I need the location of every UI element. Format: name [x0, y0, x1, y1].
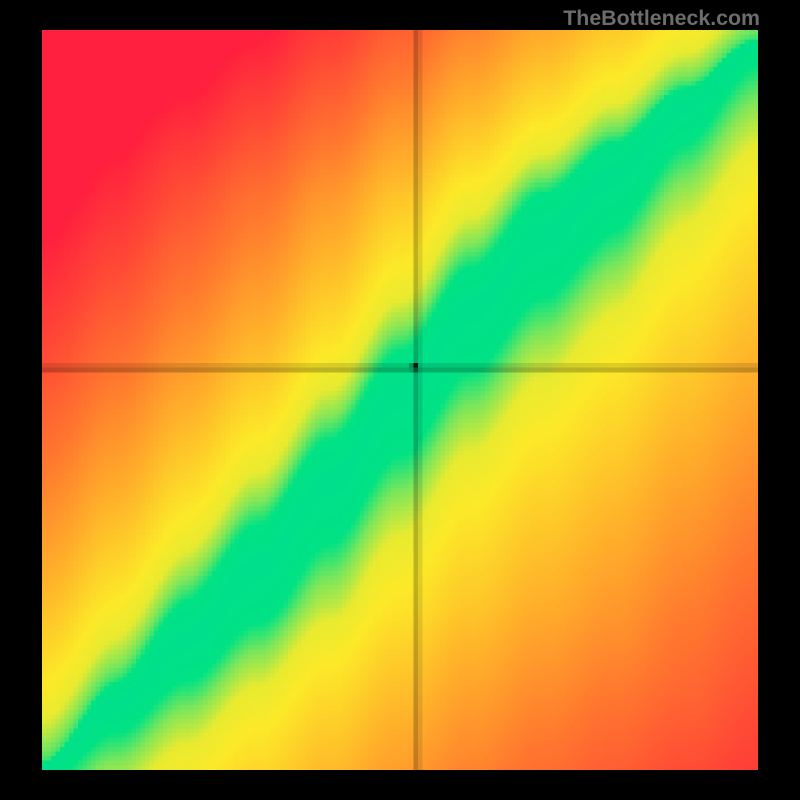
watermark-text: TheBottleneck.com — [563, 6, 760, 31]
chart-container: TheBottleneck.com — [0, 0, 800, 800]
bottleneck-heatmap — [42, 30, 758, 770]
